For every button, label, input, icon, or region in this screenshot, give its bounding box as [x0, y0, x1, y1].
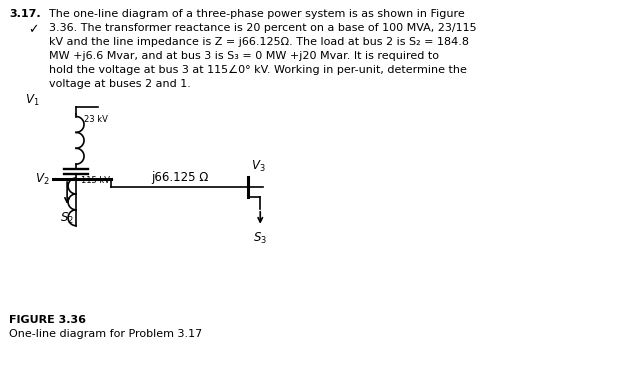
Text: kV and the line impedance is Z = j66.125Ω. The load at bus 2 is S₂ = 184.8: kV and the line impedance is Z = j66.125… — [49, 37, 469, 47]
Text: $S_3$: $S_3$ — [253, 231, 267, 246]
Text: $V_2$: $V_2$ — [35, 171, 49, 187]
Text: 23 kV: 23 kV — [84, 115, 108, 124]
Text: 3.17.: 3.17. — [9, 9, 41, 19]
Text: voltage at buses 2 and 1.: voltage at buses 2 and 1. — [49, 79, 191, 89]
Text: FIGURE 3.36: FIGURE 3.36 — [9, 315, 86, 325]
Text: ✓: ✓ — [28, 23, 39, 36]
Text: One-line diagram for Problem 3.17: One-line diagram for Problem 3.17 — [9, 329, 203, 339]
Text: $S_2$: $S_2$ — [60, 211, 74, 226]
Text: MW +j6.6 Mvar, and at bus 3 is S₃ = 0 MW +j20 Mvar. It is required to: MW +j6.6 Mvar, and at bus 3 is S₃ = 0 MW… — [49, 51, 439, 61]
Text: $V_3$: $V_3$ — [251, 159, 265, 174]
Text: The one-line diagram of a three-phase power system is as shown in Figure: The one-line diagram of a three-phase po… — [49, 9, 465, 19]
Text: $V_1$: $V_1$ — [25, 93, 39, 108]
Text: 115 kV: 115 kV — [81, 176, 110, 185]
Text: hold the voltage at bus 3 at 115∠0° kV. Working in per-unit, determine the: hold the voltage at bus 3 at 115∠0° kV. … — [49, 65, 467, 75]
Text: j66.125 Ω: j66.125 Ω — [151, 171, 208, 184]
Text: 3.36. The transformer reactance is 20 percent on a base of 100 MVA, 23/115: 3.36. The transformer reactance is 20 pe… — [49, 23, 477, 33]
